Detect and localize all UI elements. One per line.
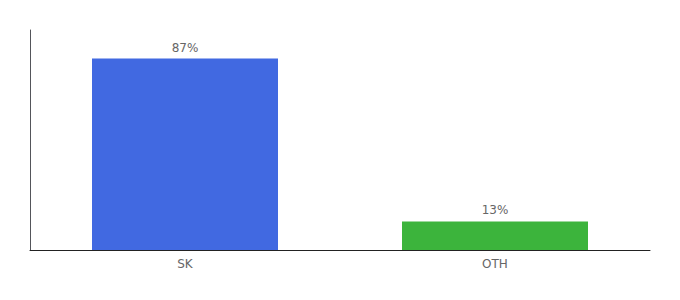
- svg-text:SK: SK: [177, 257, 194, 271]
- svg-text:OTH: OTH: [482, 257, 508, 271]
- svg-text:13%: 13%: [482, 203, 509, 217]
- svg-text:87%: 87%: [172, 41, 199, 55]
